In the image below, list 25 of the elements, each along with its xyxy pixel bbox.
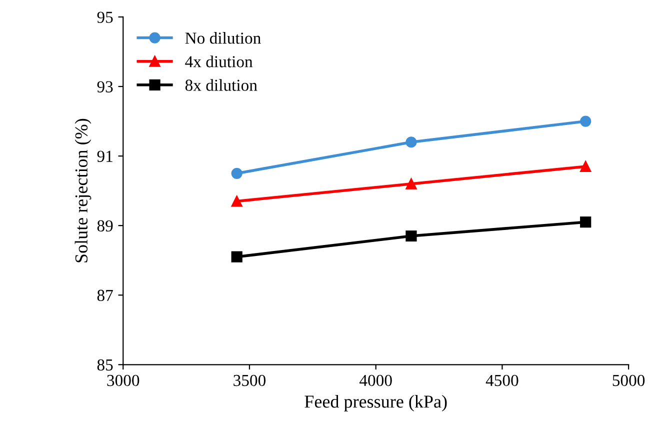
point (231, 196, 242, 207)
x-tick-label: 4500 (486, 374, 518, 386)
legend-label: No dilution (185, 32, 261, 44)
point (580, 216, 592, 228)
point (231, 251, 242, 262)
point (406, 230, 417, 242)
point (580, 116, 592, 127)
x-axis-title: Feed pressure (kPa) (304, 395, 447, 412)
y-tick-label: 93 (97, 81, 113, 92)
y-tick-label: 87 (97, 290, 113, 302)
point (580, 160, 592, 172)
legend-label: 4x diution (185, 56, 253, 68)
x-tick-label: 5000 (612, 374, 645, 386)
point (231, 168, 242, 179)
y-axis-title: Solute rejection (%) (74, 118, 92, 262)
y-tick-label: 95 (97, 12, 113, 23)
point (406, 136, 417, 148)
point (406, 178, 417, 190)
x-tick-label: 4000 (360, 374, 392, 386)
y-tick-label: 91 (97, 150, 112, 162)
y-tick-label: 89 (97, 220, 113, 232)
x-tick-label: 3000 (107, 374, 140, 386)
y-tick-label: 85 (97, 359, 113, 371)
x-tick-label: 3500 (234, 374, 266, 386)
legend-label: 8x dilution (185, 79, 258, 91)
